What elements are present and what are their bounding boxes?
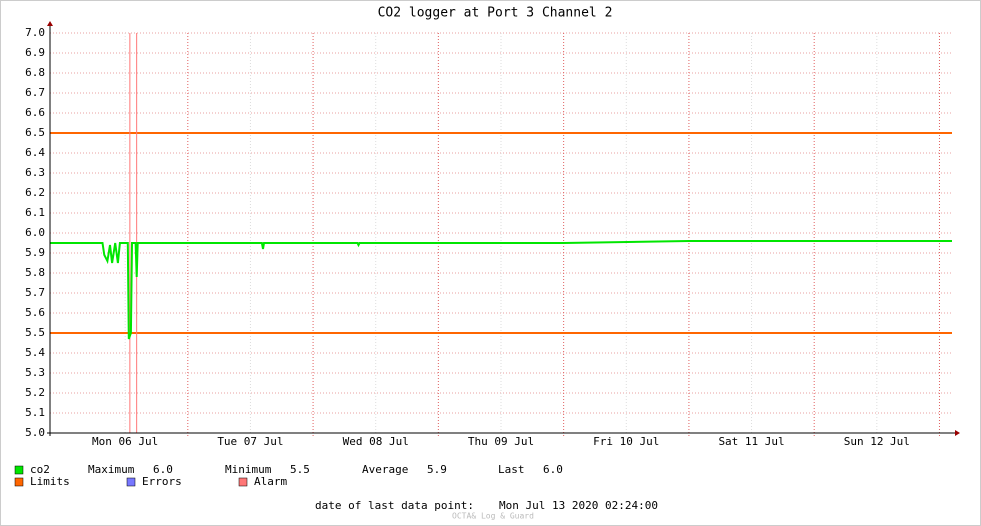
x-tick-label: Sat 11 Jul — [718, 435, 784, 448]
watermark: OCTA& Log & Guard — [452, 512, 534, 521]
x-tick-label: Wed 08 Jul — [343, 435, 409, 448]
legend-label: Alarm — [254, 475, 287, 488]
legend-swatch — [126, 477, 136, 487]
footer-date: Mon Jul 13 2020 02:24:00 — [499, 499, 658, 512]
legend-swatch — [14, 477, 24, 487]
x-tick-label: Fri 10 Jul — [593, 435, 659, 448]
legend-swatch — [238, 477, 248, 487]
stat-label: Last — [498, 463, 525, 476]
y-tick-label: 6.7 — [25, 86, 45, 99]
y-tick-label: 6.2 — [25, 186, 45, 199]
y-tick-label: 6.6 — [25, 106, 45, 119]
y-tick-label: 6.8 — [25, 66, 45, 79]
y-tick-label: 5.9 — [25, 246, 45, 259]
y-tick-label: 7.0 — [25, 26, 45, 39]
x-tick-label: Tue 07 Jul — [217, 435, 283, 448]
stat-label: Average — [362, 463, 408, 476]
y-tick-label: 6.0 — [25, 226, 45, 239]
x-axis-arrow — [955, 430, 960, 436]
y-tick-label: 6.5 — [25, 126, 45, 139]
y-tick-label: 6.4 — [25, 146, 45, 159]
y-tick-label: 6.1 — [25, 206, 45, 219]
footer-label: date of last data point: — [315, 499, 474, 512]
stat-label: Minimum — [225, 463, 272, 476]
x-tick-label: Sun 12 Jul — [844, 435, 910, 448]
stat-value: 5.5 — [290, 463, 310, 476]
legend-label: Errors — [142, 475, 182, 488]
y-tick-label: 5.2 — [25, 386, 45, 399]
legend-label: co2 — [30, 463, 50, 476]
stat-value: 6.0 — [153, 463, 173, 476]
data-line — [50, 240, 952, 340]
y-tick-label: 5.6 — [25, 306, 45, 319]
stat-value: 6.0 — [543, 463, 563, 476]
stat-label: Maximum — [88, 463, 135, 476]
y-axis-arrow — [47, 21, 53, 26]
y-tick-label: 6.9 — [25, 46, 45, 59]
legend-label: Limits — [30, 475, 70, 488]
y-tick-label: 6.3 — [25, 166, 45, 179]
x-tick-label: Thu 09 Jul — [468, 435, 534, 448]
y-tick-label: 5.8 — [25, 266, 45, 279]
y-tick-label: 5.7 — [25, 286, 45, 299]
y-tick-label: 5.0 — [25, 426, 45, 439]
x-tick-label: Mon 06 Jul — [92, 435, 158, 448]
legend-swatch — [14, 465, 24, 475]
chart-title: CO2 logger at Port 3 Channel 2 — [378, 6, 613, 21]
y-tick-label: 5.3 — [25, 366, 45, 379]
y-tick-label: 5.1 — [25, 406, 45, 419]
stat-value: 5.9 — [427, 463, 447, 476]
y-tick-label: 5.5 — [25, 326, 45, 339]
y-tick-label: 5.4 — [25, 346, 45, 359]
